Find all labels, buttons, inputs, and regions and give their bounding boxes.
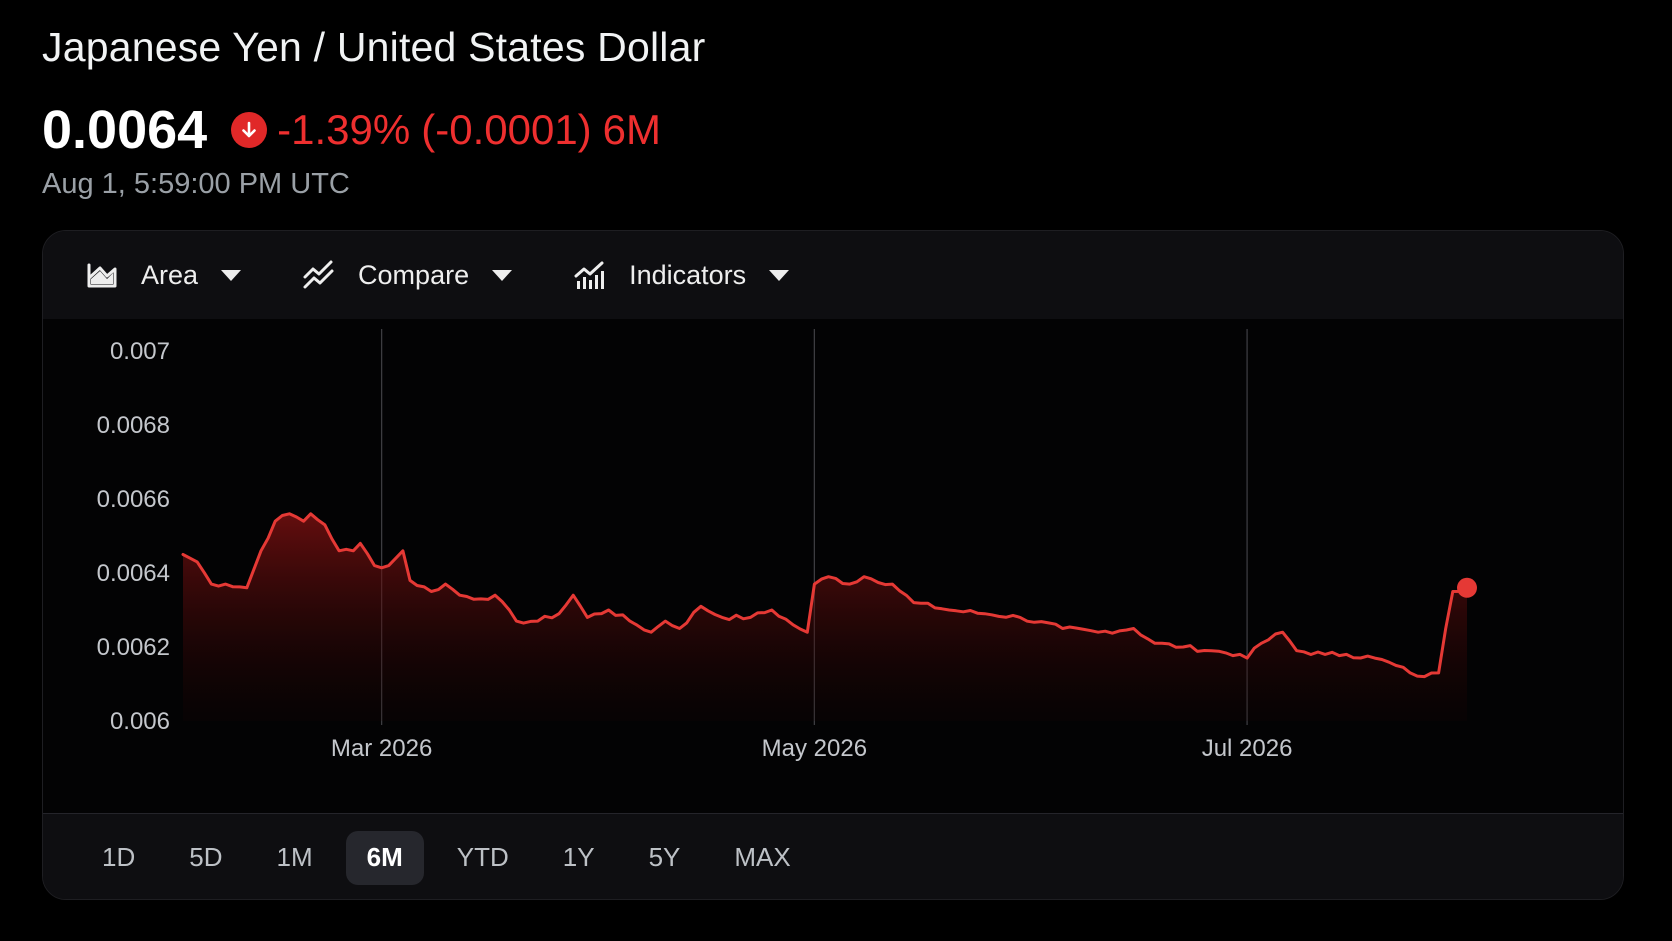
range-5y-button[interactable]: 5Y xyxy=(648,842,681,872)
range-1d-button[interactable]: 1D xyxy=(102,842,136,872)
y-tick-label: 0.0064 xyxy=(97,560,170,587)
change-percent: -1.39% xyxy=(277,106,411,153)
indicators-icon xyxy=(574,261,605,289)
indicators-label: Indicators xyxy=(629,259,747,290)
price-chart-svg: 0.007 0.0068 0.0066 0.0064 0.0062 0.006 Mar 2… xyxy=(97,329,1477,762)
price-row: 0.0064 -1.39% (-0.0001) 6M xyxy=(42,96,661,164)
chevron-down-icon xyxy=(769,270,790,281)
y-axis-labels: 0.007 0.0068 0.0066 0.0064 0.0062 0.006 xyxy=(97,338,170,735)
chart-type-dropdown[interactable]: Area xyxy=(77,245,250,305)
price-line xyxy=(181,512,1469,679)
y-tick-label: 0.007 xyxy=(110,338,170,365)
x-tick-label: May 2026 xyxy=(762,735,867,762)
change-period: 6M xyxy=(602,106,662,153)
chart-card: Area Compare Indicators xyxy=(42,230,1624,900)
indicators-dropdown[interactable]: Indicators xyxy=(565,245,798,305)
x-tick-label: Jul 2026 xyxy=(1202,735,1293,762)
range-6m-button[interactable]: 6M xyxy=(345,830,424,885)
compare-dropdown[interactable]: Compare xyxy=(294,245,521,305)
price-chart[interactable]: 0.007 0.0068 0.0066 0.0064 0.0062 0.006 Mar 2… xyxy=(43,319,1623,813)
range-1y-button[interactable]: 1Y xyxy=(562,842,595,872)
quote-timestamp: Aug 1, 5:59:00 PM UTC xyxy=(42,168,350,200)
range-5d-button[interactable]: 5D xyxy=(189,842,223,872)
current-price: 0.0064 xyxy=(42,100,208,160)
chart-toolbar: Area Compare Indicators xyxy=(43,231,1623,320)
arrow-down-icon xyxy=(231,112,268,148)
y-tick-label: 0.0068 xyxy=(97,412,170,439)
price-area-fill xyxy=(183,513,1467,721)
range-max-button[interactable]: MAX xyxy=(734,842,791,872)
y-tick-label: 0.0066 xyxy=(97,486,170,513)
range-ytd-button[interactable]: YTD xyxy=(456,842,509,872)
compare-label: Compare xyxy=(358,259,470,290)
price-change: -1.39% (-0.0001) 6M xyxy=(277,106,661,154)
chevron-down-icon xyxy=(492,270,513,281)
range-1m-button[interactable]: 1M xyxy=(276,842,313,872)
y-tick-label: 0.006 xyxy=(110,708,170,735)
area-chart-icon xyxy=(87,263,117,288)
x-tick-label: Mar 2026 xyxy=(331,735,432,762)
compare-icon xyxy=(303,260,334,289)
chart-type-label: Area xyxy=(141,259,199,290)
time-range-selector: 1D 5D 1M 6M YTD 1Y 5Y MAX xyxy=(43,813,1623,899)
last-price-marker[interactable] xyxy=(1457,577,1477,598)
x-axis-labels: Mar 2026 May 2026 Jul 2026 xyxy=(331,735,1293,762)
change-value: (-0.0001) xyxy=(421,106,592,153)
y-tick-label: 0.0062 xyxy=(97,634,170,661)
page-title: Japanese Yen / United States Dollar xyxy=(42,24,706,70)
chevron-down-icon xyxy=(221,270,242,281)
